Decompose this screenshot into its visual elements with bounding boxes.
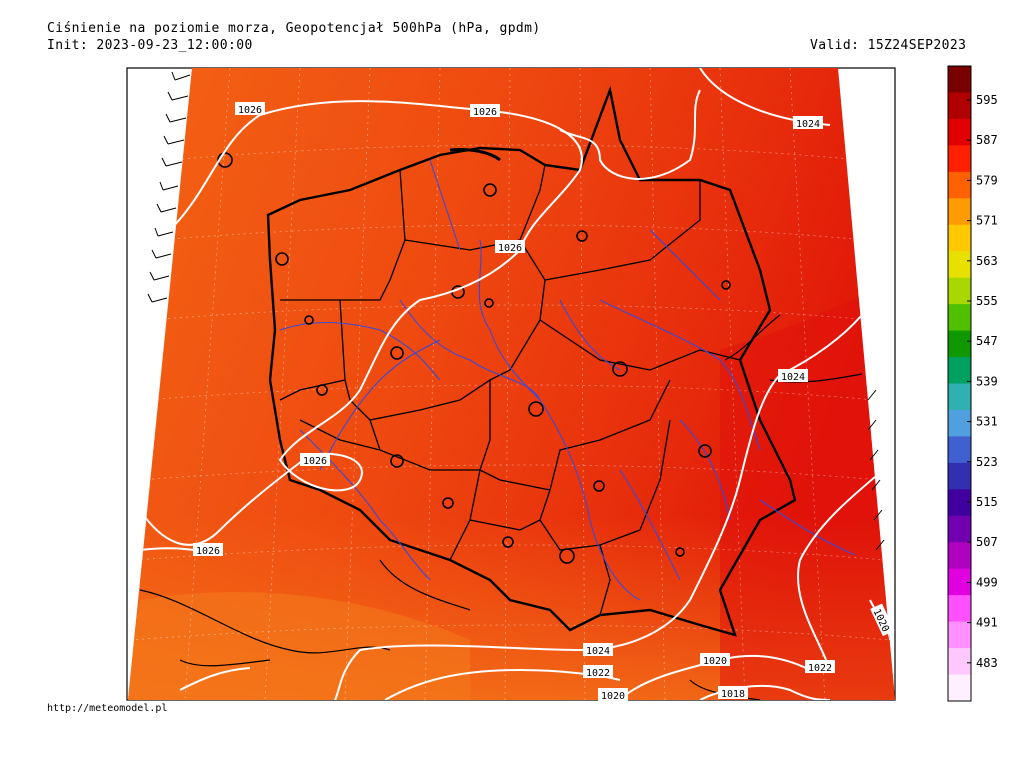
colorbar-swatch — [948, 648, 971, 676]
colorbar-label: 491 — [976, 616, 998, 630]
init-time: Init: 2023-09-23_12:00:00 — [47, 38, 253, 53]
colorbar-frame — [947, 65, 972, 702]
colorbar-label: 539 — [976, 374, 998, 388]
colorbar-swatch — [948, 489, 971, 517]
colorbar-label: 571 — [976, 214, 998, 228]
poland-border — [266, 85, 797, 637]
hel-peninsula — [449, 148, 501, 162]
valid-time: Valid: 15Z24SEP2023 — [810, 38, 967, 53]
colorbar-swatch — [948, 383, 971, 411]
colorbar-label: 547 — [976, 334, 998, 348]
isobar-label: 1024 — [586, 646, 610, 657]
colorbar-swatch — [948, 595, 971, 623]
colorbar-swatch — [948, 304, 971, 332]
colorbar-label: 483 — [976, 656, 998, 670]
colorbar — [948, 66, 971, 702]
colorbar-label: 587 — [976, 133, 998, 147]
isobar-label: 1026 — [238, 105, 262, 116]
colorbar-swatch — [948, 674, 971, 702]
colorbar-label: 595 — [976, 93, 998, 107]
colorbar-labels: 595 587 579 571 563 555 547 539 531 523 515 507 499 4… — [967, 93, 998, 670]
colorbar-swatch — [948, 92, 971, 120]
colorbar-label: 531 — [976, 415, 998, 429]
colorbar-swatch — [948, 330, 971, 358]
colorbar-label: 515 — [976, 495, 998, 509]
colorbar-swatch — [948, 621, 971, 649]
lat-lon-grid — [129, 68, 891, 700]
colorbar-label: 499 — [976, 575, 998, 589]
isobar-label: 1020 — [703, 656, 727, 667]
source-url: http://meteomodel.pl — [47, 703, 168, 714]
isobar-label: 1022 — [808, 663, 832, 674]
colorbar-swatch — [948, 409, 971, 437]
colorbar-swatch — [948, 436, 971, 464]
isobar-label: 1024 — [796, 119, 820, 130]
isobar-label: 1026 — [498, 243, 522, 254]
colorbar-swatch — [948, 462, 971, 490]
colorbar-swatch — [948, 171, 971, 199]
colorbar-swatch — [948, 145, 971, 173]
colorbar-swatch — [948, 224, 971, 252]
isobar-label: 1018 — [721, 689, 745, 700]
colorbar-swatch — [948, 66, 971, 93]
colorbar-label: 507 — [976, 535, 998, 549]
isobar-label: 1026 — [196, 546, 220, 557]
colorbar-swatch — [948, 542, 971, 570]
fill-region-se — [720, 280, 895, 700]
map-title: Ciśnienie na poziomie morza, Geopotencja… — [47, 21, 541, 36]
isobar-labels: 1026 1026 1024 1026 1024 1026 1026 1024 … — [193, 102, 895, 702]
city-markers — [217, 152, 731, 564]
colorbar-swatch — [948, 277, 971, 305]
isobar-label: 1024 — [781, 372, 805, 383]
wind-barbs — [147, 71, 885, 551]
colorbar-label: 555 — [976, 294, 998, 308]
colorbar-label: 523 — [976, 455, 998, 469]
colorbar-swatch — [948, 515, 971, 543]
rivers — [279, 159, 856, 601]
colorbar-swatch — [948, 568, 971, 596]
isobar-label: 1020 — [601, 691, 625, 702]
colorbar-swatch — [948, 357, 971, 384]
colorbar-swatch — [948, 118, 971, 146]
colorbar-label: 563 — [976, 254, 998, 268]
colorbar-swatch — [948, 251, 971, 279]
isobar-label: 1026 — [303, 456, 327, 467]
colorbar-swatch — [948, 198, 971, 226]
isobar-label: 1022 — [586, 668, 610, 679]
isobar-label: 1026 — [473, 107, 497, 118]
colorbar-label: 579 — [976, 173, 998, 187]
map-content — [128, 68, 895, 700]
